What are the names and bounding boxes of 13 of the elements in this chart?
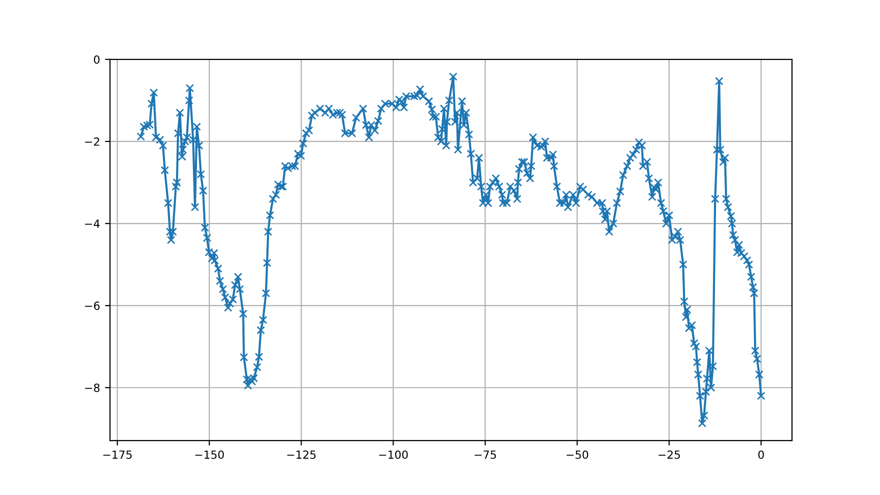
y-tick-label: 0 [94, 55, 100, 64]
x-tick-label: 0 [758, 450, 764, 459]
x-tick-label: −25 [658, 450, 680, 459]
y-tick-label: −2 [85, 137, 100, 146]
x-tick-label: −100 [379, 450, 408, 459]
x-tick-label: −50 [566, 450, 588, 459]
x-tick-label: −125 [287, 450, 316, 459]
y-tick-label: −6 [85, 302, 100, 310]
y-tick-label: −4 [85, 220, 100, 228]
y-tick-label: −8 [85, 384, 100, 392]
x-tick-label: −150 [195, 450, 224, 459]
x-tick-label: −175 [103, 450, 132, 459]
x-tick-label: −75 [474, 450, 496, 459]
